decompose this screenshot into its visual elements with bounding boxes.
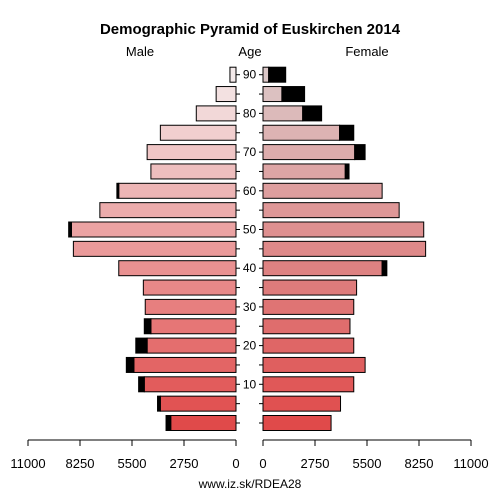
male-bar-90+ bbox=[229, 66, 237, 83]
female-bar-60-64 bbox=[262, 182, 383, 199]
x-tick-label-right: 2750 bbox=[301, 456, 330, 471]
age-tick-label: 50 bbox=[243, 223, 257, 237]
male-bar-85-89 bbox=[215, 86, 237, 103]
female-bar-50-54 bbox=[262, 221, 425, 238]
x-axis: 11000 8250 5500 2750 0 0 2750 5500 8250 11000 bbox=[10, 439, 489, 471]
female-header: Female bbox=[345, 44, 388, 59]
male-bar-45-49 bbox=[72, 240, 237, 257]
age-tick-label: 40 bbox=[243, 261, 257, 275]
x-tick-label-left: 8250 bbox=[66, 456, 95, 471]
male-bar-40-44 bbox=[118, 260, 237, 277]
x-tick-label-right: 0 bbox=[259, 456, 266, 471]
female-bar-40-44 bbox=[262, 260, 383, 277]
male-extra-0-4 bbox=[165, 415, 172, 431]
footer-source: www.iz.sk/RDEA28 bbox=[198, 477, 302, 491]
female-extra-70-74 bbox=[354, 144, 366, 161]
x-tick-label-left: 11000 bbox=[10, 456, 45, 471]
male-extra-50-54 bbox=[68, 221, 72, 238]
female-extra-85-89 bbox=[281, 86, 306, 103]
female-extra-75-79 bbox=[339, 124, 355, 141]
age-tick-label: 20 bbox=[243, 339, 257, 353]
female-bar-70-74 bbox=[262, 144, 356, 161]
male-bar-15-19 bbox=[133, 356, 237, 373]
male-extra-10-14 bbox=[138, 376, 145, 393]
female-bar-5-9 bbox=[262, 395, 342, 412]
age-tick-label: 90 bbox=[243, 68, 257, 82]
age-header: Age bbox=[238, 44, 261, 59]
male-extra-20-24 bbox=[135, 337, 148, 354]
female-bar-75-79 bbox=[262, 124, 341, 141]
female-bar-45-49 bbox=[262, 240, 427, 257]
x-tick-label-right: 8250 bbox=[405, 456, 434, 471]
age-axis: 10 20 30 40 50 60 70 80 90 bbox=[236, 68, 263, 424]
female-bar-65-69 bbox=[262, 163, 346, 180]
male-bar-50-54 bbox=[70, 221, 237, 238]
age-tick-label: 60 bbox=[243, 184, 257, 198]
female-bar-10-14 bbox=[262, 376, 355, 393]
age-tick-label: 70 bbox=[243, 145, 257, 159]
male-extra-60-64 bbox=[116, 182, 120, 199]
age-tick-label: 10 bbox=[243, 377, 257, 391]
x-tick-label-left: 5500 bbox=[118, 456, 147, 471]
chart-title: Demographic Pyramid of Euskirchen 2014 bbox=[100, 21, 401, 38]
male-bar-55-59 bbox=[99, 202, 237, 219]
x-tick-label-right: 11000 bbox=[453, 456, 488, 471]
male-bar-5-9 bbox=[159, 395, 237, 412]
male-bar-80-84 bbox=[195, 105, 237, 122]
x-tick-label-left: 0 bbox=[232, 456, 239, 471]
male-bar-20-24 bbox=[146, 337, 237, 354]
male-extra-15-19 bbox=[125, 356, 135, 373]
male-bar-35-39 bbox=[142, 279, 237, 296]
female-bars bbox=[262, 66, 427, 431]
female-extra-40-44 bbox=[381, 260, 388, 277]
female-bar-20-24 bbox=[262, 337, 355, 354]
male-bar-60-64 bbox=[118, 182, 237, 199]
female-bar-35-39 bbox=[262, 279, 358, 296]
male-bar-30-34 bbox=[144, 298, 237, 315]
female-bar-55-59 bbox=[262, 202, 400, 219]
male-bar-10-14 bbox=[143, 376, 237, 393]
male-bar-65-69 bbox=[150, 163, 237, 180]
age-tick-label: 30 bbox=[243, 300, 257, 314]
female-extra-80-84 bbox=[302, 105, 323, 122]
male-bars bbox=[68, 66, 237, 431]
female-extra-65-69 bbox=[344, 163, 350, 180]
female-bar-0-4 bbox=[262, 415, 332, 431]
male-bar-0-4 bbox=[170, 415, 237, 431]
male-header: Male bbox=[126, 44, 154, 59]
female-bar-90+ bbox=[262, 66, 270, 83]
x-tick-label-right: 5500 bbox=[353, 456, 382, 471]
age-tick-label: 80 bbox=[243, 106, 257, 120]
male-extra-25-29 bbox=[143, 318, 152, 335]
male-bar-75-79 bbox=[159, 124, 237, 141]
female-bar-15-19 bbox=[262, 356, 366, 373]
male-bar-70-74 bbox=[146, 144, 237, 161]
female-extra-90+ bbox=[268, 66, 287, 83]
male-extra-5-9 bbox=[157, 395, 161, 412]
x-tick-label-left: 2750 bbox=[170, 456, 199, 471]
female-bar-25-29 bbox=[262, 318, 351, 335]
female-bar-30-34 bbox=[262, 298, 355, 315]
male-bar-25-29 bbox=[150, 318, 237, 335]
female-bar-85-89 bbox=[262, 86, 283, 103]
female-bar-80-84 bbox=[262, 105, 304, 122]
